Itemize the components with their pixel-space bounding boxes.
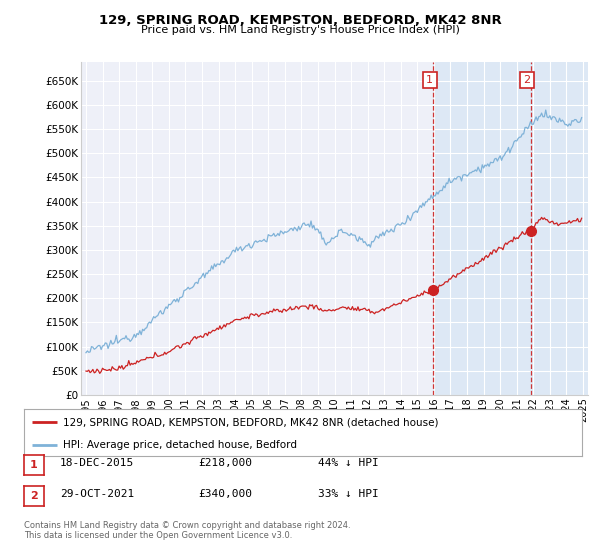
Text: 2: 2 — [30, 491, 38, 501]
Bar — [433, 62, 592, 395]
Text: £218,000: £218,000 — [198, 458, 252, 468]
Text: 44% ↓ HPI: 44% ↓ HPI — [318, 458, 379, 468]
Text: 129, SPRING ROAD, KEMPSTON, BEDFORD, MK42 8NR: 129, SPRING ROAD, KEMPSTON, BEDFORD, MK4… — [98, 14, 502, 27]
Text: 129, SPRING ROAD, KEMPSTON, BEDFORD, MK42 8NR (detached house): 129, SPRING ROAD, KEMPSTON, BEDFORD, MK4… — [63, 417, 439, 427]
Text: This data is licensed under the Open Government Licence v3.0.: This data is licensed under the Open Gov… — [24, 531, 292, 540]
Text: £340,000: £340,000 — [198, 489, 252, 499]
Text: 1: 1 — [30, 460, 38, 470]
Text: 2: 2 — [523, 75, 530, 85]
Text: 33% ↓ HPI: 33% ↓ HPI — [318, 489, 379, 499]
Text: 1: 1 — [426, 75, 433, 85]
Text: Contains HM Land Registry data © Crown copyright and database right 2024.: Contains HM Land Registry data © Crown c… — [24, 521, 350, 530]
Text: Price paid vs. HM Land Registry's House Price Index (HPI): Price paid vs. HM Land Registry's House … — [140, 25, 460, 35]
Text: HPI: Average price, detached house, Bedford: HPI: Average price, detached house, Bedf… — [63, 440, 297, 450]
Text: 18-DEC-2015: 18-DEC-2015 — [60, 458, 134, 468]
Text: 29-OCT-2021: 29-OCT-2021 — [60, 489, 134, 499]
